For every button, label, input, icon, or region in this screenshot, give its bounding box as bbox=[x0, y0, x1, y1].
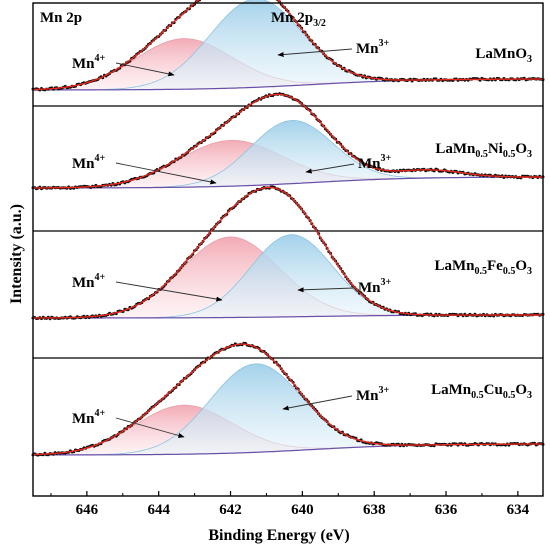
mn4-label-main: Mn bbox=[72, 411, 95, 427]
sample-label-part: LaMn bbox=[435, 141, 476, 157]
mn4-label-main: Mn bbox=[72, 156, 95, 172]
plot-frame bbox=[32, 2, 544, 497]
mn4-label-sup: 4+ bbox=[95, 272, 106, 283]
mn3-peak-fill bbox=[33, 234, 543, 319]
x-tick-label: 634 bbox=[507, 502, 530, 518]
mn4-label: Mn4+ bbox=[72, 272, 106, 291]
mn4-arrow bbox=[115, 62, 175, 77]
mn3-label-main: Mn bbox=[356, 388, 379, 404]
sample-label-part: Ni bbox=[488, 141, 503, 157]
mn4-label-sup: 4+ bbox=[95, 408, 106, 419]
x-tick-label: 640 bbox=[291, 502, 314, 518]
sample-label-part: 3 bbox=[527, 390, 532, 401]
fit-envelope-line bbox=[33, 343, 543, 456]
mn3-arrow bbox=[297, 287, 355, 293]
mn4-arrow bbox=[115, 162, 217, 185]
mn3-label-sup: 3+ bbox=[381, 153, 392, 164]
sample-label-part: 0.5 bbox=[475, 149, 488, 160]
peak-label-main: Mn 2p bbox=[271, 10, 313, 26]
sample-label: LaMnO3 bbox=[475, 46, 532, 65]
sample-label-part: 3 bbox=[527, 149, 532, 160]
mn4-arrow bbox=[115, 417, 185, 438]
x-axis-ticks: 646 644 642 640 638 636 634 bbox=[50, 491, 530, 518]
axis-frame bbox=[32, 2, 544, 497]
mn3-label: Mn3+ bbox=[358, 153, 392, 172]
mn4-label: Mn4+ bbox=[72, 53, 106, 72]
mn4-arrow bbox=[115, 281, 223, 302]
mn3-arrow bbox=[277, 48, 353, 58]
region-label: Mn 2p bbox=[40, 10, 82, 26]
mn4-label-main: Mn bbox=[72, 275, 95, 291]
x-tick-label: 638 bbox=[363, 502, 386, 518]
mn3-label: Mn3+ bbox=[356, 385, 390, 404]
background-line bbox=[33, 176, 543, 189]
sample-label-part: 3 bbox=[527, 266, 532, 277]
sample-label: LaMn0.5Cu0.5O3 bbox=[431, 382, 532, 401]
peak-label-sub: 3/2 bbox=[313, 18, 326, 29]
mn3-label: Mn3+ bbox=[356, 38, 390, 57]
mn3-label-main: Mn bbox=[356, 41, 379, 57]
sample-label-part: 0.5 bbox=[503, 390, 516, 401]
sample-label-part: Fe bbox=[487, 258, 503, 274]
peak-label: Mn 2p3/2 bbox=[271, 10, 326, 29]
mn3-label-sup: 3+ bbox=[379, 385, 390, 396]
mn3-label-main: Mn bbox=[358, 156, 381, 172]
x-axis-label: Binding Energy (eV) bbox=[208, 527, 349, 544]
x-tick-label: 646 bbox=[76, 502, 99, 518]
sample-label-part: O bbox=[515, 258, 527, 274]
x-tick-label: 642 bbox=[219, 502, 242, 518]
sample-label-part: Cu bbox=[484, 382, 503, 398]
mn3-label-sup: 3+ bbox=[381, 277, 392, 288]
mn3-label-main: Mn bbox=[358, 280, 381, 296]
mn3-arrow bbox=[305, 163, 355, 174]
sample-label: LaMn0.5Fe0.5O3 bbox=[434, 258, 532, 277]
sample-label-part: 3 bbox=[527, 54, 532, 65]
y-axis-label: Intensity (a.u.) bbox=[8, 204, 25, 304]
x-tick-label: 636 bbox=[435, 502, 458, 518]
sample-label-part: LaMn bbox=[434, 258, 475, 274]
sample-label-part: O bbox=[515, 382, 527, 398]
mn4-label: Mn4+ bbox=[72, 408, 106, 427]
sample-label-part: 0.5 bbox=[503, 266, 516, 277]
mn3-label: Mn3+ bbox=[358, 277, 392, 296]
sample-label-part: 0.5 bbox=[471, 390, 484, 401]
sample-label-part: 0.5 bbox=[503, 149, 516, 160]
mn3-label-sup: 3+ bbox=[379, 38, 390, 49]
sample-label-part: LaMn bbox=[431, 382, 472, 398]
mn4-label-sup: 4+ bbox=[95, 53, 106, 64]
fit-envelope-line bbox=[33, 186, 543, 319]
mn4-label-sup: 4+ bbox=[95, 153, 106, 164]
sample-label-part: 0.5 bbox=[475, 266, 488, 277]
sample-label: LaMn0.5Ni0.5O3 bbox=[435, 141, 532, 160]
fit-envelope-line bbox=[33, 0, 543, 91]
sample-label-part: LaMnO bbox=[475, 46, 527, 62]
mn4-label: Mn4+ bbox=[72, 153, 106, 172]
fit-envelope-line bbox=[33, 93, 543, 189]
sample-label-part: O bbox=[515, 141, 527, 157]
mn3-arrow bbox=[282, 395, 353, 411]
mn4-label-main: Mn bbox=[72, 56, 95, 72]
x-tick-label: 644 bbox=[147, 502, 170, 518]
